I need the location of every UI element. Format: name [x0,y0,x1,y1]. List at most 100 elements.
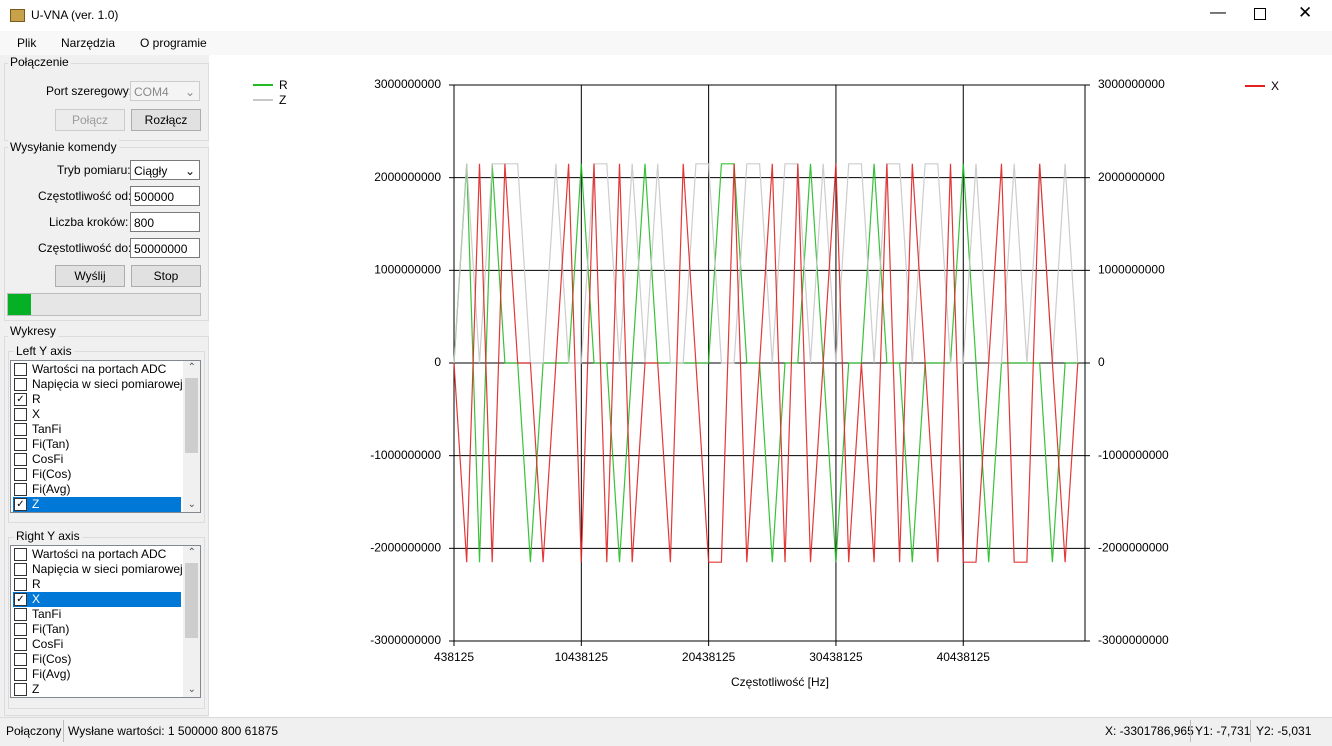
item-label: Z [32,682,40,696]
separator [1190,720,1191,742]
scroll-up[interactable]: ⌃ [187,547,196,558]
send-button[interactable]: Wyślij [55,265,125,287]
status-connected: Połączony [6,724,62,738]
checkbox[interactable]: ✓ [14,593,27,606]
checkbox[interactable] [14,468,27,481]
status-sent: Wysłane wartości: 1 500000 800 61875 [68,724,279,738]
maximize-button[interactable] [1254,8,1266,20]
fstop-input[interactable]: 50000000 [130,238,200,258]
checkbox[interactable] [14,423,27,436]
legend-label: Z [279,93,286,107]
list-item[interactable]: TanFi [13,422,181,437]
list-item[interactable]: ✓ X [13,592,181,607]
window-title: U-VNA (ver. 1.0) [31,8,119,22]
progress-bar [7,293,201,316]
mode-select[interactable]: Ciągły ⌄ [130,160,200,180]
list-item[interactable]: Wartości na portach ADC [13,547,181,562]
status-y1: Y1: -7,731 [1195,724,1251,738]
item-label: X [32,592,41,606]
list-item[interactable]: Fi(Tan) [13,437,181,452]
menu-item[interactable]: Narzędzia [61,36,116,50]
checkbox[interactable] [14,438,27,451]
fstart-input[interactable]: 500000 [130,186,200,206]
checkbox[interactable] [14,608,27,621]
item-label: Fi(Avg) [32,482,71,496]
y-tick-label: 2000000000 [374,170,441,184]
disconnect-button[interactable]: Rozłącz [131,109,201,131]
list-item[interactable]: Napięcia w sieci pomiarowej [13,562,183,577]
y2-tick-label: 0 [1098,355,1105,369]
list-item[interactable]: X [13,407,181,422]
plots-group [4,336,209,716]
y-tick-label: 3000000000 [374,77,441,91]
scroll-down[interactable]: ⌄ [187,684,196,695]
side-panel: Połączenie Port szeregowy: COM4 ⌄ Połącz … [0,55,209,717]
item-label: TanFi [32,607,62,621]
menu-item[interactable]: O programie [140,36,207,50]
checkbox[interactable] [14,483,27,496]
scroll-up[interactable]: ⌃ [187,362,196,373]
list-item[interactable]: CosFi [13,637,181,652]
connect-button[interactable]: Połącz [55,109,125,131]
close-button[interactable]: ✕ [1298,3,1313,22]
item-label: Wartości na portach ADC [32,362,167,376]
list-item[interactable]: Fi(Avg) [13,667,181,682]
list-item[interactable]: Fi(Tan) [13,622,181,637]
list-item[interactable]: Fi(Cos) [13,467,181,482]
stop-button[interactable]: Stop [131,265,201,287]
item-label: CosFi [32,452,64,466]
series-line [453,163,1078,563]
scroll-thumb[interactable] [185,378,198,453]
list-item[interactable]: R [13,577,181,592]
checkbox[interactable] [14,408,27,421]
chart: Częstotliwość [Hz] -3000000000 -200000000… [253,77,1279,689]
scroll-thumb[interactable] [185,563,198,638]
list-item[interactable]: ✓ R [13,392,181,407]
item-label: Wartości na portach ADC [32,547,167,561]
group-title: Left Y axis [14,344,74,358]
checkbox[interactable]: ✓ [14,498,27,511]
item-label: Fi(Cos) [32,652,72,666]
checkbox[interactable] [14,378,27,391]
y2-tick-label: 1000000000 [1098,263,1165,277]
checkbox[interactable] [14,363,27,376]
checkbox[interactable] [14,668,27,681]
left-axis-group [8,351,205,523]
right-axis-group [8,537,205,709]
mode-value: Ciągły [134,164,168,178]
port-label: Port szeregowy: [46,84,133,98]
checkbox[interactable]: ✓ [14,393,27,406]
list-item[interactable]: Z [13,682,181,697]
list-item[interactable]: Fi(Avg) [13,482,181,497]
checkbox[interactable] [14,683,27,696]
minimize-button[interactable]: — [1210,4,1226,21]
checkbox[interactable] [14,653,27,666]
list-item[interactable]: Fi(Cos) [13,652,181,667]
y2-tick-label: -2000000000 [1098,541,1169,555]
list-item[interactable]: TanFi [13,607,181,622]
item-label: TanFi [32,422,62,436]
y-tick-label: 1000000000 [374,263,441,277]
checkbox[interactable] [14,563,27,576]
item-label: Fi(Avg) [32,667,71,681]
fstop-label: Częstotliwość do: [38,241,132,255]
steps-input[interactable]: 800 [130,212,200,232]
mode-label: Tryb pomiaru: [57,163,131,177]
checkbox[interactable] [14,623,27,636]
list-item[interactable]: ✓ Z [13,497,181,512]
checkbox[interactable] [14,453,27,466]
status-x: X: -3301786,965 [1105,724,1194,738]
list-item[interactable]: Napięcia w sieci pomiarowej [13,377,183,392]
x-tick-label: 30438125 [809,650,863,664]
checkbox[interactable] [14,578,27,591]
checkbox[interactable] [14,548,27,561]
checkbox[interactable] [14,638,27,651]
group-title: Wysyłanie komendy [8,140,119,154]
port-select[interactable]: COM4 ⌄ [130,81,200,101]
list-item[interactable]: CosFi [13,452,181,467]
list-item[interactable]: Wartości na portach ADC [13,362,181,377]
group-title: Right Y axis [14,529,82,543]
scroll-down[interactable]: ⌄ [187,499,196,510]
menu-item[interactable]: Plik [17,36,37,50]
